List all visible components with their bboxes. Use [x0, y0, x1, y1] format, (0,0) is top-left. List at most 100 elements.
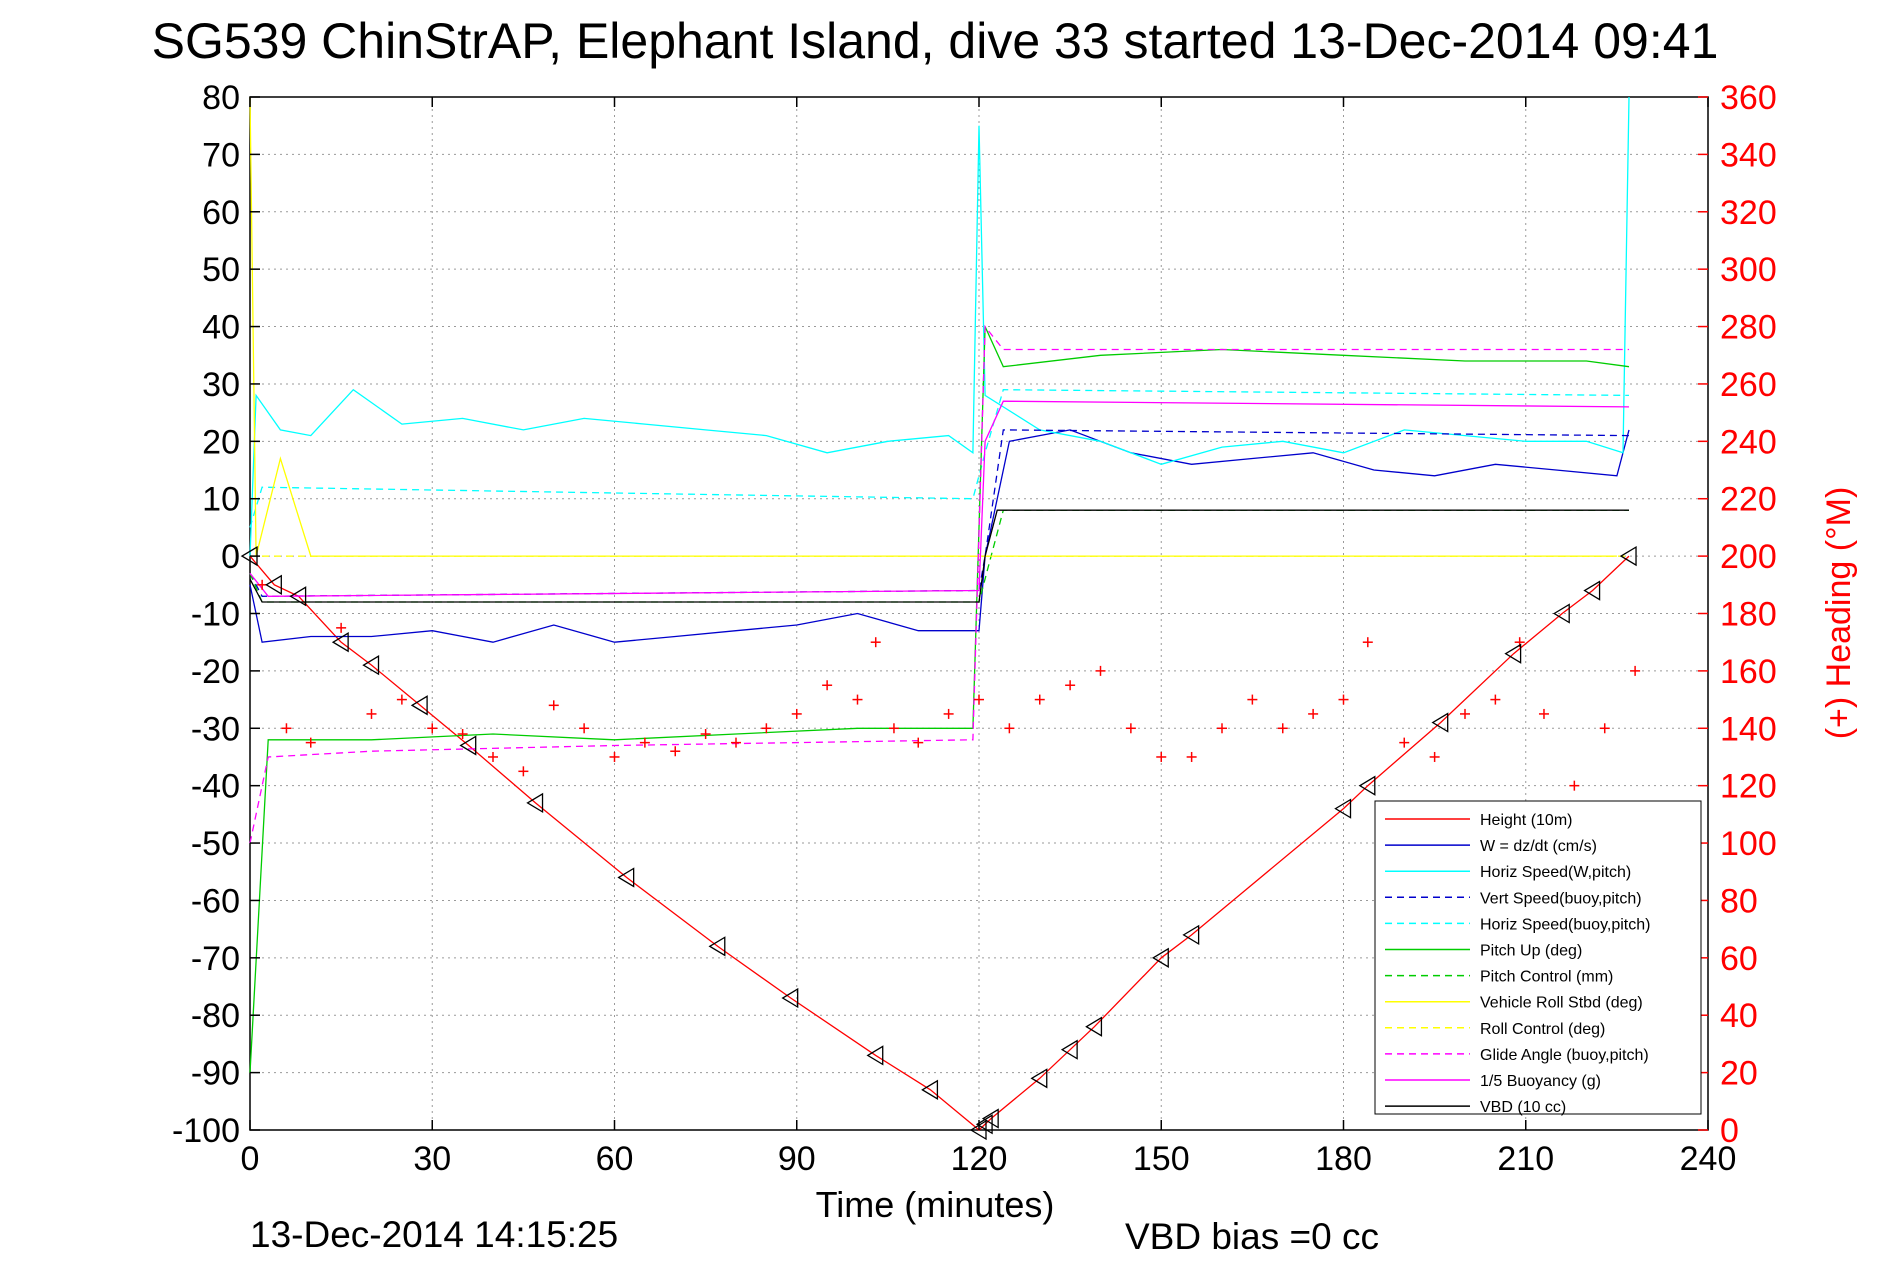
heading-point: [822, 680, 833, 691]
legend-label-5: Pitch Up (deg): [1480, 943, 1582, 960]
y-tick-label-right: 0: [1720, 1112, 1739, 1150]
y-tick-label-right: 80: [1720, 882, 1758, 920]
y-tick-label-left: 60: [202, 194, 240, 232]
heading-point: [579, 723, 590, 734]
series-line-1: [249, 429, 1630, 643]
legend-label-8: Roll Control (deg): [1480, 1021, 1605, 1038]
heading-point: [1095, 665, 1106, 676]
heading-point: [974, 694, 984, 705]
height-marker: [617, 867, 635, 888]
y-tick-label-right: 220: [1720, 481, 1777, 519]
y-tick-label-right: 20: [1720, 1055, 1758, 1093]
x-tick-label: 60: [596, 1140, 634, 1178]
height-marker: [362, 655, 380, 676]
heading-points: [257, 579, 1641, 791]
y-tick-label-right: 280: [1720, 309, 1777, 347]
heading-point: [1338, 694, 1349, 705]
heading-point: [1247, 694, 1258, 705]
series-line-9: [249, 324, 1629, 844]
series-line-5: [249, 326, 1630, 1073]
footer-vbd-bias: VBD bias =0 cc: [1125, 1216, 1379, 1257]
height-marker: [1030, 1068, 1048, 1089]
y-tick-label-right: 180: [1720, 596, 1777, 634]
heading-point: [1004, 723, 1015, 734]
heading-point: [1599, 723, 1610, 734]
heading-point: [1156, 751, 1167, 762]
height-marker: [289, 586, 307, 607]
heading-point: [700, 729, 711, 740]
height-marker: [1182, 924, 1200, 946]
y-tick-label-right: 260: [1720, 366, 1777, 404]
legend-label-6: Pitch Control (mm): [1480, 969, 1613, 986]
legend-label-2: Horiz Speed(W,pitch): [1480, 864, 1631, 881]
heading-point: [1217, 723, 1227, 734]
y-tick-label-left: -30: [191, 710, 240, 748]
heading-point: [1399, 737, 1410, 748]
series-line-2: [249, 96, 1630, 557]
y-tick-label-right: 340: [1720, 136, 1777, 174]
x-tick-label: 120: [951, 1140, 1008, 1178]
heading-point: [943, 708, 954, 719]
height-marker: [1151, 947, 1169, 968]
y-tick-label-right: 160: [1720, 653, 1777, 691]
height-marker: [981, 1108, 999, 1129]
height-marker: [866, 1045, 884, 1066]
y-tick-label-left: -20: [191, 653, 240, 691]
x-tick-label: 240: [1680, 1140, 1737, 1178]
heading-point: [852, 694, 863, 705]
height-marker: [1085, 1016, 1103, 1037]
height-marker: [459, 735, 477, 756]
heading-point: [1125, 723, 1136, 734]
heading-point: [731, 737, 741, 748]
y-tick-label-right: 300: [1720, 251, 1777, 289]
series-line-11: [249, 509, 1629, 603]
series-line-3: [249, 429, 1630, 597]
heading-point: [1308, 708, 1319, 719]
legend-label-10: 1/5 Buoyancy (g): [1480, 1073, 1601, 1090]
legend-label-7: Vehicle Roll Stbd (deg): [1480, 995, 1643, 1012]
height-markers: [240, 545, 1637, 1141]
x-tick-label: 180: [1315, 1140, 1372, 1178]
height-marker: [526, 792, 544, 814]
legend-label-4: Horiz Speed(buoy,pitch): [1480, 916, 1650, 933]
series-line-4: [249, 389, 1630, 528]
heading-point: [305, 737, 316, 748]
heading-point: [639, 737, 650, 748]
y-tick-label-right: 200: [1720, 538, 1777, 576]
y-tick-label-left: 80: [202, 79, 240, 117]
y-tick-label-left: -70: [191, 940, 240, 978]
y-axis-label-right: (+) Heading (°M): [1820, 487, 1858, 740]
y-tick-label-right: 320: [1720, 194, 1777, 232]
legend-box: [1374, 800, 1702, 1115]
height-marker: [331, 632, 349, 653]
heading-point: [1460, 708, 1470, 719]
x-tick-label: 90: [778, 1140, 816, 1178]
y-tick-label-right: 240: [1720, 423, 1777, 461]
series-group: [249, 96, 1630, 1131]
heading-point: [1429, 751, 1440, 762]
heading-point: [1065, 680, 1076, 691]
heading-point: [336, 622, 347, 633]
y-tick-label-right: 120: [1720, 768, 1777, 806]
heading-point: [791, 708, 802, 719]
y-tick-label-right: 40: [1720, 997, 1758, 1035]
heading-point: [488, 751, 498, 762]
legend-label-11: VBD (10 cc): [1480, 1099, 1566, 1116]
y-tick-label-right: 100: [1720, 825, 1777, 863]
x-tick-label: 0: [241, 1140, 260, 1178]
heading-point: [518, 766, 529, 777]
x-tick-label: 150: [1133, 1140, 1190, 1178]
heading-point: [609, 751, 620, 762]
x-tick-label: 30: [413, 1140, 451, 1178]
chart-title: SG539 ChinStrAP, Elephant Island, dive 3…: [152, 13, 1719, 69]
y-tick-label-left: 20: [202, 423, 240, 461]
heading-point: [427, 723, 438, 734]
legend-label-9: Glide Angle (buoy,pitch): [1480, 1047, 1649, 1064]
y-tick-label-right: 360: [1720, 79, 1777, 117]
heading-point: [548, 700, 559, 711]
y-tick-label-left: 40: [202, 309, 240, 347]
y-tick-label-left: -80: [191, 997, 240, 1035]
heading-point: [761, 723, 772, 734]
heading-point: [1630, 665, 1641, 676]
